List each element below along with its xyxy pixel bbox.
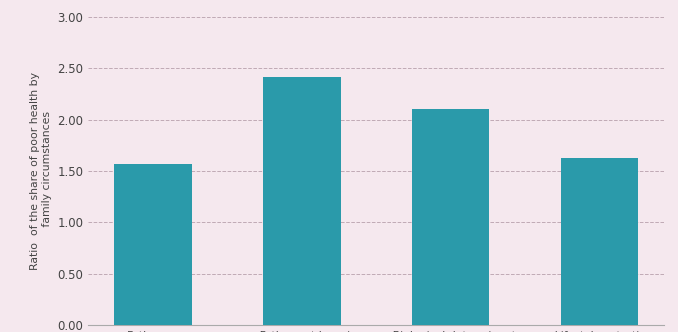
Y-axis label: Ratio  of the share of poor health by
 family circumstances: Ratio of the share of poor health by fam… <box>30 72 52 270</box>
Bar <box>115 164 192 325</box>
Bar <box>412 109 490 325</box>
Bar <box>263 77 340 325</box>
Bar <box>561 158 638 325</box>
